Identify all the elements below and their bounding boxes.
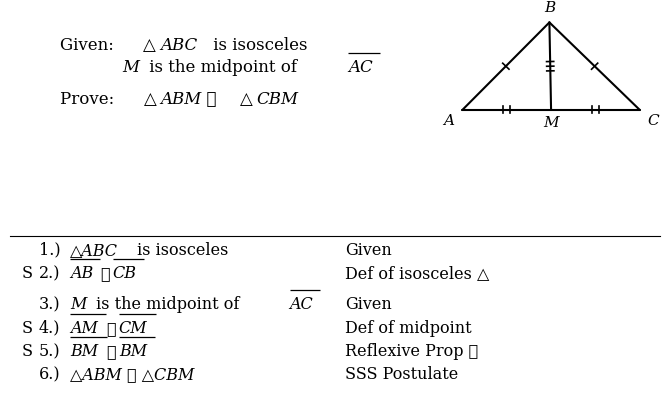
Text: BM: BM xyxy=(119,343,147,360)
Text: △: △ xyxy=(144,91,157,108)
Text: ABM ≅: ABM ≅ xyxy=(160,91,222,108)
Text: △: △ xyxy=(143,37,156,54)
Text: is isosceles: is isosceles xyxy=(132,242,228,259)
Text: 1.): 1.) xyxy=(39,242,60,259)
Text: Given:: Given: xyxy=(60,37,125,54)
Text: CBM: CBM xyxy=(257,91,298,108)
Text: Reflexive Prop ≅: Reflexive Prop ≅ xyxy=(345,343,478,360)
Text: △ABM ≅ △CBM: △ABM ≅ △CBM xyxy=(70,366,195,383)
Text: ≅: ≅ xyxy=(107,343,117,360)
Text: Given: Given xyxy=(345,242,392,259)
Text: Given: Given xyxy=(345,296,392,313)
Text: M: M xyxy=(122,59,139,76)
Text: is isosceles: is isosceles xyxy=(208,37,308,54)
Text: A: A xyxy=(444,114,454,128)
Text: CB: CB xyxy=(113,265,137,282)
Text: AB: AB xyxy=(70,265,94,282)
Text: 4.): 4.) xyxy=(39,320,60,337)
Text: 5.): 5.) xyxy=(39,343,60,360)
Text: ≅: ≅ xyxy=(107,320,116,337)
Text: M: M xyxy=(70,296,86,313)
Text: △: △ xyxy=(240,91,253,108)
Text: AC: AC xyxy=(289,296,314,313)
Text: 3.): 3.) xyxy=(39,296,60,313)
Text: AC: AC xyxy=(348,59,373,76)
Text: S: S xyxy=(21,320,32,337)
Text: C: C xyxy=(648,114,659,128)
Text: BM: BM xyxy=(70,343,98,360)
Text: SSS Postulate: SSS Postulate xyxy=(345,366,458,383)
Text: Prove:: Prove: xyxy=(60,91,125,108)
Text: 6.): 6.) xyxy=(39,366,60,383)
Text: △ABC: △ABC xyxy=(70,242,119,259)
Text: ≅: ≅ xyxy=(100,265,110,282)
Text: B: B xyxy=(544,2,555,16)
Text: CM: CM xyxy=(119,320,147,337)
Text: S: S xyxy=(21,265,32,282)
Text: 2.): 2.) xyxy=(39,265,60,282)
Text: is the midpoint of: is the midpoint of xyxy=(144,59,302,76)
Text: AM: AM xyxy=(70,320,98,337)
Text: Def of midpoint: Def of midpoint xyxy=(345,320,472,337)
Text: S: S xyxy=(21,343,32,360)
Text: is the midpoint of: is the midpoint of xyxy=(92,296,245,313)
Text: Def of isosceles △: Def of isosceles △ xyxy=(345,265,489,282)
Text: ABC: ABC xyxy=(160,37,197,54)
Text: M: M xyxy=(543,116,559,130)
